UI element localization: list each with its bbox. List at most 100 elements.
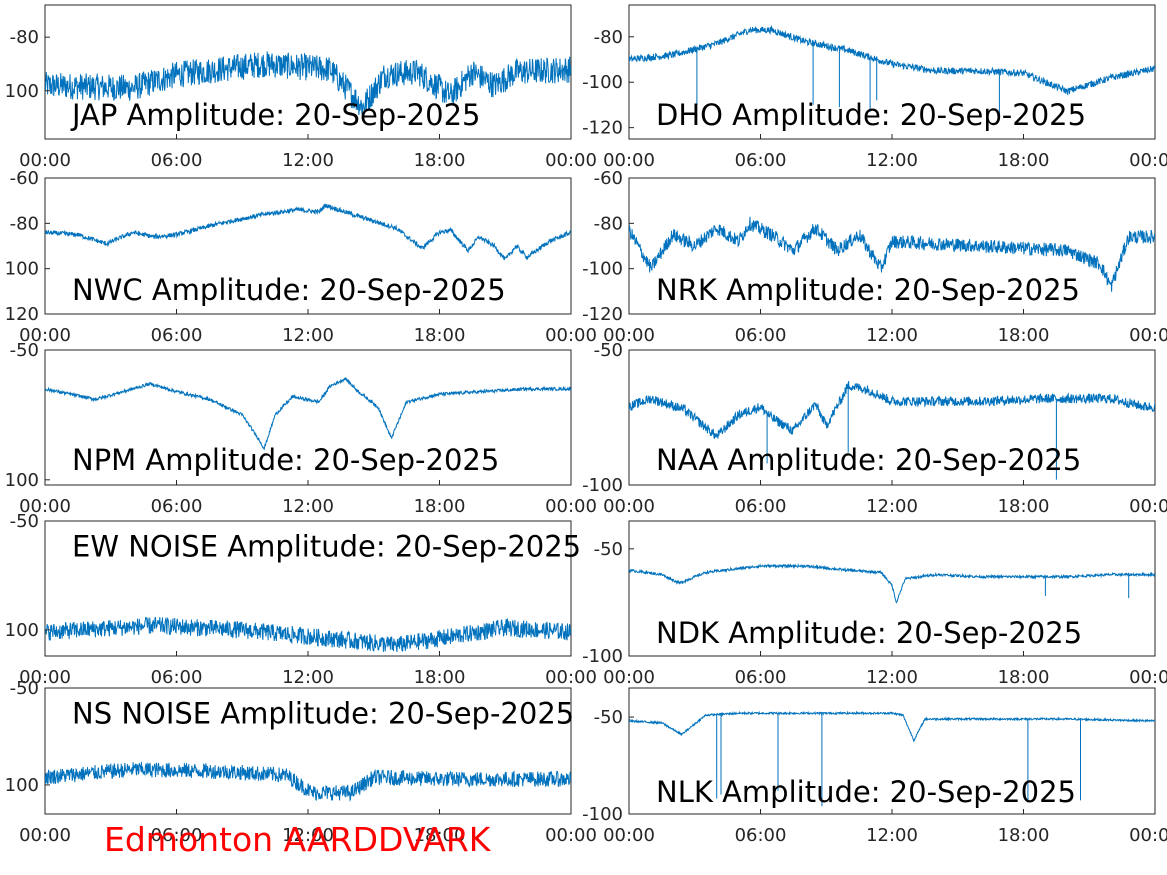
x-tick-label: 12:00 — [282, 667, 334, 688]
x-tick-label: 12:00 — [282, 825, 334, 846]
x-tick-label: 18:00 — [414, 825, 466, 846]
panel-1: -80-100-12000:0006:0012:0018:0000:00DHO … — [582, 4, 1167, 171]
panel-title: JAP Amplitude: 20-Sep-2025 — [70, 98, 480, 132]
axis-frame — [44, 177, 572, 315]
x-tick-label: 00:00 — [603, 667, 655, 688]
x-tick-label: 12:00 — [282, 496, 334, 517]
x-tick-label: 18:00 — [998, 150, 1050, 171]
y-tick-label: -80 — [10, 27, 39, 48]
x-tick-label: 00:00 — [19, 667, 71, 688]
x-tick-label: 00:00 — [19, 496, 71, 517]
x-tick-label: 06:00 — [151, 325, 203, 346]
x-tick-label: 06:00 — [151, 825, 203, 846]
y-tick-label: 100 — [5, 470, 39, 491]
series-line-0 — [45, 51, 571, 116]
axis-frame — [628, 4, 1156, 140]
x-tick-label: 12:00 — [866, 325, 918, 346]
x-tick-label: 06:00 — [151, 667, 203, 688]
x-tick-label: 18:00 — [998, 496, 1050, 517]
x-tick-label: 00:00 — [1129, 667, 1167, 688]
panel-title: NWC Amplitude: 20-Sep-2025 — [72, 273, 506, 307]
y-tick-label: -100 — [582, 259, 623, 280]
x-tick-label: 12:00 — [866, 667, 918, 688]
y-tick-label: -100 — [582, 475, 623, 496]
x-tick-label: 00:00 — [19, 825, 71, 846]
y-tick-label: -100 — [582, 72, 623, 93]
panel-8: -50 100 00:00 06:00 12:00 18:00 00:00 NS NOISE … — [5, 678, 597, 846]
x-tick-label: 06:00 — [151, 150, 203, 171]
x-tick-label: 18:00 — [414, 667, 466, 688]
x-tick-label: 00:00 — [19, 325, 71, 346]
x-tick-label: 00:00 — [603, 325, 655, 346]
panel-0: -80 100 00:00 06:00 12:00 18:00 00:00 JAP Ampli… — [5, 4, 597, 171]
x-tick-label: 06:00 — [735, 325, 787, 346]
y-tick-label: 100 — [5, 775, 39, 796]
y-tick-label: -100 — [582, 646, 623, 667]
panel-title: NDK Amplitude: 20-Sep-2025 — [656, 616, 1082, 650]
x-tick-label: 00:00 — [545, 825, 597, 846]
x-tick-label: 00:00 — [1129, 150, 1167, 171]
series-line-0 — [45, 616, 571, 652]
x-tick-label: 00:00 — [1129, 825, 1167, 846]
panel-title: NPM Amplitude: 20-Sep-2025 — [72, 443, 499, 477]
panel-title: EW NOISE Amplitude: 20-Sep-2025 — [72, 530, 581, 564]
x-tick-label: 00:00 — [19, 150, 71, 171]
panel-title: DHO Amplitude: 20-Sep-2025 — [656, 98, 1086, 132]
x-tick-label: 00:00 — [603, 825, 655, 846]
y-tick-label: -120 — [582, 118, 623, 139]
x-tick-label: 00:00 — [545, 150, 597, 171]
axis-frame — [44, 349, 572, 486]
y-tick-label: -60 — [594, 168, 623, 189]
series-line-0 — [629, 216, 1155, 292]
x-tick-label: 00:00 — [603, 150, 655, 171]
x-tick-label: 06:00 — [735, 496, 787, 517]
x-tick-label: 18:00 — [998, 667, 1050, 688]
x-tick-label: 12:00 — [282, 325, 334, 346]
x-tick-label: 06:00 — [735, 825, 787, 846]
y-tick-label: -120 — [582, 304, 623, 325]
series-line-0 — [45, 203, 571, 261]
x-tick-label: 00:00 — [1129, 496, 1167, 517]
y-tick-label: -50 — [594, 707, 623, 728]
station-label: Edmonton AARDDVARK — [104, 820, 491, 859]
x-tick-label: 18:00 — [414, 496, 466, 517]
x-tick-label: 00:00 — [545, 496, 597, 517]
y-tick-label: 100 — [5, 620, 39, 641]
y-tick-label: -60 — [10, 168, 39, 189]
y-tick-label: -80 — [594, 27, 623, 48]
panel-title: NLK Amplitude: 20-Sep-2025 — [656, 775, 1076, 809]
x-tick-label: 12:00 — [866, 496, 918, 517]
x-tick-label: 06:00 — [735, 150, 787, 171]
x-tick-label: 00:00 — [1129, 325, 1167, 346]
y-tick-label: 120 — [5, 304, 39, 325]
x-tick-label: 12:00 — [866, 150, 918, 171]
x-tick-label: 12:00 — [282, 150, 334, 171]
x-tick-label: 00:00 — [545, 325, 597, 346]
x-tick-label: 18:00 — [998, 325, 1050, 346]
axis-frame — [628, 520, 1156, 657]
panel-title: NS NOISE Amplitude: 20-Sep-2025 — [72, 697, 574, 731]
series-line-0 — [629, 24, 1155, 117]
y-tick-label: -50 — [594, 539, 623, 560]
y-tick-label: -50 — [10, 511, 39, 532]
x-tick-label: 18:00 — [998, 825, 1050, 846]
y-tick-label: 100 — [5, 81, 39, 102]
x-tick-label: 18:00 — [414, 325, 466, 346]
y-tick-label: -80 — [10, 213, 39, 234]
panel-title: NRK Amplitude: 20-Sep-2025 — [656, 273, 1080, 307]
x-tick-label: 18:00 — [414, 150, 466, 171]
panel-3: -60-80-100-12000:0006:0012:0018:0000:00N… — [582, 168, 1167, 346]
y-tick-label: -50 — [10, 678, 39, 699]
x-tick-label: 12:00 — [866, 825, 918, 846]
x-tick-label: 06:00 — [151, 496, 203, 517]
panel-title: NAA Amplitude: 20-Sep-2025 — [656, 443, 1081, 477]
y-tick-label: -50 — [594, 340, 623, 361]
x-tick-label: 00:00 — [603, 496, 655, 517]
y-tick-label: -50 — [10, 340, 39, 361]
